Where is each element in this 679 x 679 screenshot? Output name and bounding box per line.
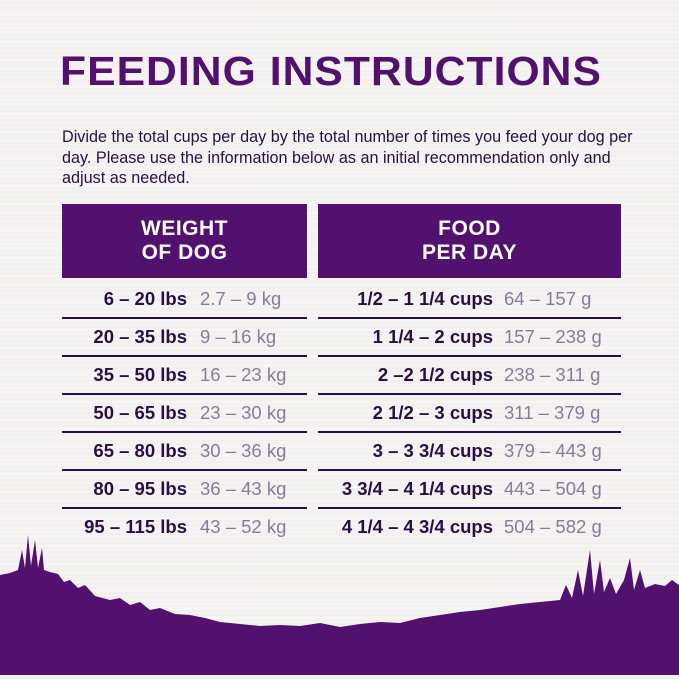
food-cups: 3 – 3 3/4 cups (372, 440, 493, 461)
weight-lbs: 95 – 115 lbs (84, 516, 187, 537)
food-cups: 2 –2 1/2 cups (377, 364, 493, 385)
weight-lbs: 80 – 95 lbs (93, 478, 187, 499)
row-divider (62, 393, 307, 395)
header-food-line2: PER DAY (422, 241, 517, 264)
row-divider (62, 469, 307, 471)
food-cups: 3 3/4 – 4 1/4 cups (341, 478, 493, 499)
weight-kg: 9 – 16 kg (200, 326, 277, 347)
weight-kg: 2.7 – 9 kg (200, 288, 282, 309)
row-divider (62, 431, 307, 433)
weight-lbs: 65 – 80 lbs (93, 440, 187, 461)
weight-lbs: 50 – 65 lbs (93, 402, 187, 423)
row-divider (318, 507, 621, 509)
weight-kg: 16 – 23 kg (200, 364, 287, 385)
row-divider (318, 431, 621, 433)
weight-kg: 23 – 30 kg (200, 402, 287, 423)
row-divider (62, 317, 307, 319)
row-divider (318, 469, 621, 471)
food-grams: 443 – 504 g (504, 478, 602, 499)
food-grams: 157 – 238 g (504, 326, 602, 347)
grass-silhouette (0, 535, 679, 675)
weight-kg: 30 – 36 kg (200, 440, 287, 461)
food-cups: 1 1/4 – 2 cups (372, 326, 493, 347)
row-divider (318, 393, 621, 395)
food-cups: 4 1/4 – 4 3/4 cups (341, 516, 493, 537)
weight-kg: 36 – 43 kg (200, 478, 287, 499)
row-divider (318, 317, 621, 319)
page-title: FEEDING INSTRUCTIONS (60, 48, 602, 94)
food-grams: 64 – 157 g (504, 288, 592, 309)
food-grams: 379 – 443 g (504, 440, 602, 461)
weight-kg: 43 – 52 kg (200, 516, 287, 537)
row-divider (318, 355, 621, 357)
food-grams: 311 – 379 g (504, 402, 601, 423)
header-weight-of-dog: WEIGHT OF DOG (62, 204, 307, 278)
header-food-per-day: FOOD PER DAY (318, 204, 621, 278)
food-cups: 2 1/2 – 3 cups (372, 402, 493, 423)
header-weight-line2: OF DOG (141, 241, 228, 264)
food-grams: 238 – 311 g (504, 364, 601, 385)
weight-lbs: 20 – 35 lbs (93, 326, 187, 347)
weight-lbs: 6 – 20 lbs (103, 288, 187, 309)
food-cups: 1/2 – 1 1/4 cups (357, 288, 493, 309)
weight-lbs: 35 – 50 lbs (93, 364, 187, 385)
row-divider (62, 355, 307, 357)
food-grams: 504 – 582 g (504, 516, 602, 537)
row-divider (62, 507, 307, 509)
header-food-line1: FOOD (438, 217, 501, 240)
intro-text: Divide the total cups per day by the tot… (62, 128, 633, 187)
header-weight-line1: WEIGHT (141, 217, 228, 240)
